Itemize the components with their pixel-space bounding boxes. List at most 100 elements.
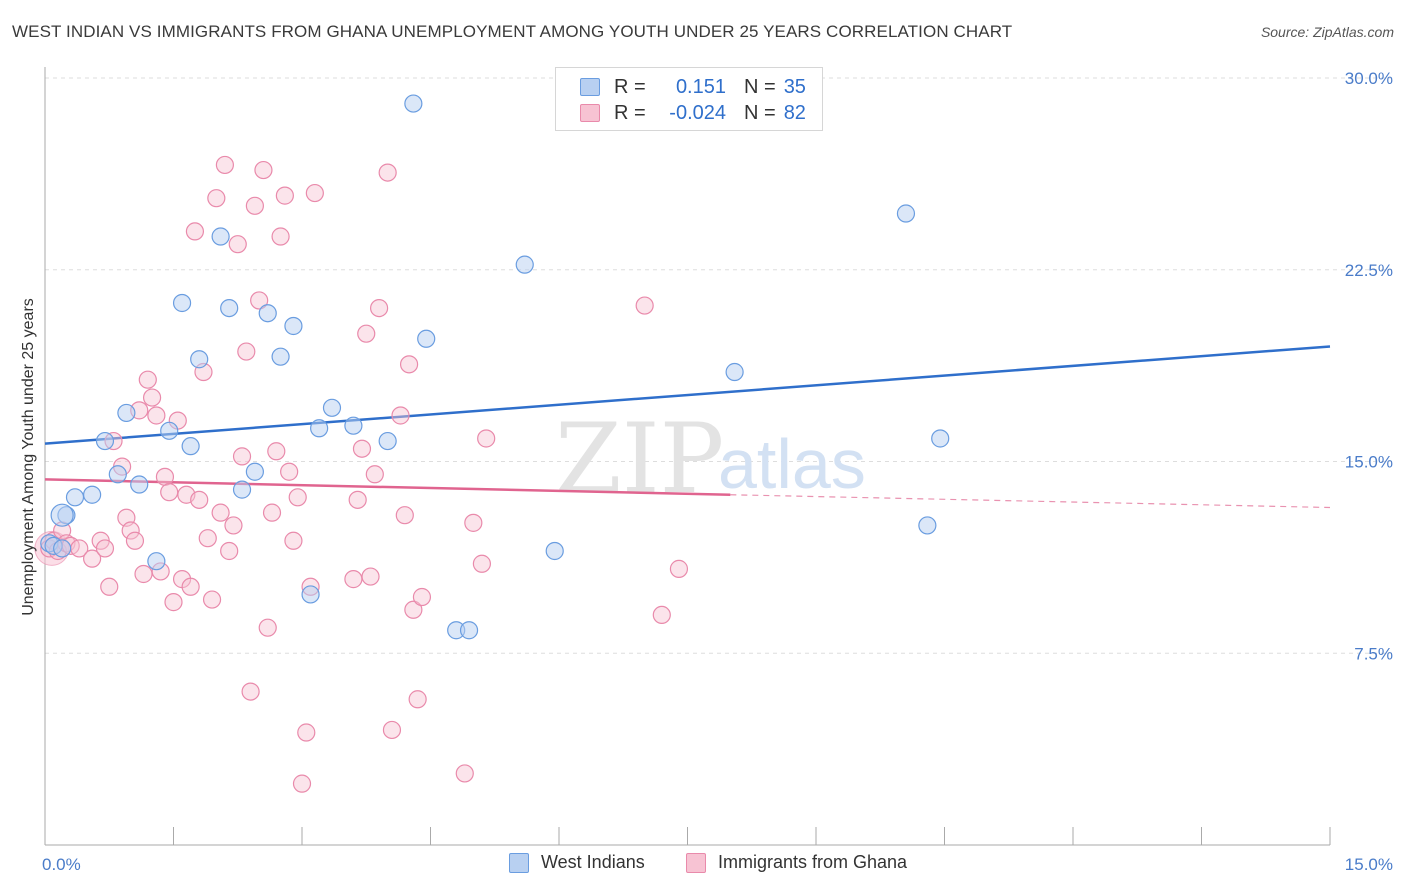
trendline-ghana (44, 478, 731, 496)
legend-item-ghana: Immigrants from Ghana (686, 852, 907, 873)
data-point-ghana (155, 467, 175, 486)
data-point-ghana (297, 723, 316, 742)
data-point-ghana (267, 442, 286, 461)
data-point-ghana (83, 549, 102, 568)
data-point-west-indians (232, 480, 252, 499)
source-credit: Source: ZipAtlas.com (1260, 24, 1394, 40)
data-point-ghana (455, 764, 474, 783)
data-point-west-indians (417, 329, 436, 348)
data-point-ghana (198, 529, 217, 548)
data-point-ghana (382, 720, 402, 740)
watermark-atlas: atlas (718, 425, 866, 503)
data-point-ghana (652, 605, 671, 625)
data-point-west-indians (378, 431, 397, 451)
data-point-west-indians (220, 299, 239, 318)
data-point-ghana (292, 774, 312, 793)
legend-swatch-pink (580, 104, 600, 122)
data-point-ghana (185, 222, 205, 241)
data-point-ghana (288, 488, 307, 507)
legend-r-value: -0.024 (669, 101, 726, 124)
data-point-west-indians (245, 462, 264, 481)
data-point-ghana (378, 163, 397, 182)
data-point-ghana (190, 490, 209, 509)
data-point-ghana (357, 324, 376, 343)
data-point-ghana (181, 577, 200, 596)
data-point-west-indians (190, 350, 209, 369)
x-tick-label: 0.0% (42, 855, 81, 874)
data-point-west-indians (211, 227, 230, 246)
data-point-west-indians (147, 552, 166, 571)
legend-n-label: N = (744, 75, 776, 98)
data-point-west-indians (310, 419, 329, 438)
data-point-ghana (125, 531, 145, 550)
legend-r-label: R = (614, 101, 646, 124)
data-point-ghana (352, 439, 372, 458)
data-point-west-indians (53, 539, 72, 558)
legend-label-west-indians: West Indians (541, 852, 645, 872)
data-point-west-indians (896, 204, 916, 223)
data-point-ghana (224, 516, 243, 535)
data-point-ghana (215, 155, 234, 175)
legend-n-label: N = (744, 101, 776, 124)
legend-item-west-indians: West Indians (509, 852, 645, 873)
data-point-ghana (284, 531, 303, 550)
legend-r-label: R = (614, 75, 646, 98)
data-point-west-indians (322, 398, 342, 417)
data-point-ghana (100, 577, 119, 596)
data-point-west-indians (931, 429, 950, 448)
data-point-ghana (464, 513, 483, 532)
data-point-ghana (228, 235, 247, 254)
legend-swatch-blue (509, 852, 529, 873)
data-point-ghana (211, 503, 230, 522)
data-point-ghana (245, 196, 264, 215)
data-point-ghana (280, 462, 299, 481)
data-point-ghana (412, 587, 432, 607)
data-point-west-indians (545, 541, 564, 561)
correlation-legend: R = 0.151 N = 35 R = -0.024 N = 82 (555, 67, 823, 131)
y-tick-label: 30.0% (1345, 69, 1393, 88)
trendline-ghana-extension (730, 494, 1331, 509)
data-point-west-indians (83, 485, 102, 504)
data-point-west-indians (130, 475, 149, 494)
data-point-west-indians (459, 621, 479, 640)
data-point-west-indians (172, 293, 192, 313)
data-point-west-indians (108, 465, 127, 484)
data-point-ghana (258, 618, 277, 637)
watermark: ZIP atlas (555, 403, 866, 515)
y-tick-label: 15.0% (1345, 453, 1393, 472)
data-point-west-indians (258, 304, 277, 323)
data-point-ghana (241, 682, 260, 701)
x-tick-label: 15.0% (1345, 855, 1393, 874)
data-point-ghana (404, 600, 423, 619)
data-point-west-indians (344, 416, 363, 435)
data-point-ghana (121, 521, 140, 540)
data-point-ghana (220, 541, 239, 561)
data-point-ghana (147, 406, 166, 425)
data-point-west-indians (50, 503, 74, 527)
data-point-west-indians (725, 362, 744, 382)
series-legend: West Indians Immigrants from Ghana (0, 852, 1406, 876)
data-point-west-indians (918, 516, 937, 535)
data-point-ghana (408, 690, 427, 709)
data-point-ghana (262, 503, 282, 522)
data-point-ghana (271, 227, 290, 246)
y-axis-label: Unemployment Among Youth under 25 years (20, 298, 37, 616)
data-point-ghana (361, 567, 380, 586)
data-point-ghana (370, 299, 389, 318)
data-point-west-indians (515, 255, 534, 274)
data-point-west-indians (95, 431, 115, 451)
data-point-ghana (365, 465, 384, 484)
legend-row-west-indians: R = 0.151 N = 35 (556, 75, 806, 99)
data-point-ghana (237, 342, 256, 361)
data-point-ghana (164, 593, 183, 612)
legend-swatch-blue (580, 78, 600, 96)
legend-row-ghana: R = -0.024 N = 82 (556, 101, 806, 125)
data-point-west-indians (301, 585, 320, 604)
data-point-ghana (250, 291, 269, 310)
data-point-ghana (399, 355, 419, 374)
data-point-ghana (254, 160, 273, 180)
data-point-west-indians (404, 94, 423, 113)
legend-swatch-pink (686, 852, 706, 873)
y-tick-label: 22.5% (1345, 261, 1393, 280)
